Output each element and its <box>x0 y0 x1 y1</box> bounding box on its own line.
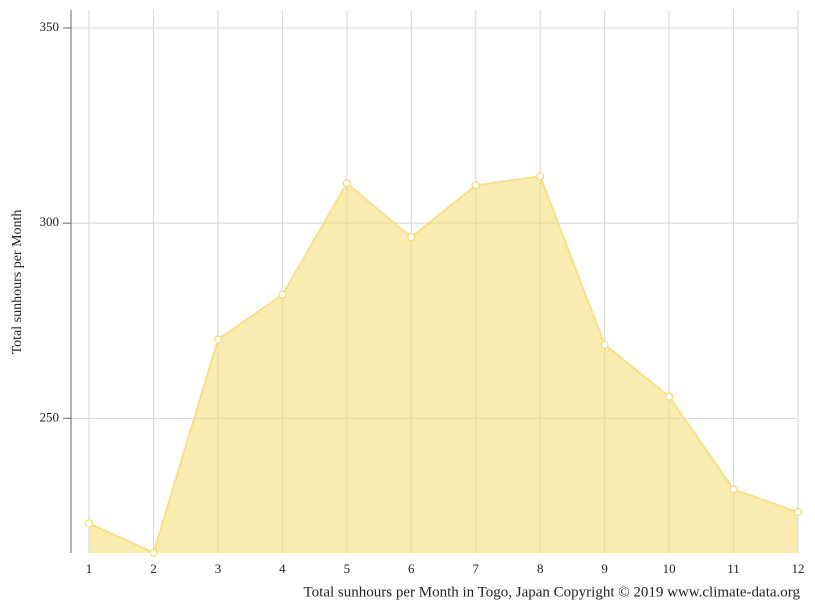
x-tick-label: 8 <box>537 561 544 576</box>
x-tick-label: 2 <box>150 561 157 576</box>
point <box>664 392 674 401</box>
line <box>88 175 799 554</box>
x-tick-label: 12 <box>792 561 805 576</box>
x-tick-label: 4 <box>279 561 286 576</box>
x-tick-label: 1 <box>86 561 93 576</box>
y-tick-label: 250 <box>40 409 60 424</box>
chart-title: Total sunhours per Month in Togo, Japan … <box>304 584 801 600</box>
area <box>89 176 799 553</box>
x-tick-label: 9 <box>601 561 608 576</box>
point <box>84 519 94 528</box>
point <box>793 507 803 517</box>
point <box>407 233 416 242</box>
x-tick-label: 3 <box>215 561 222 576</box>
point <box>600 340 609 349</box>
point <box>471 181 480 190</box>
point <box>729 485 738 494</box>
y-axis-label: Total sunhours per Month <box>10 210 25 355</box>
y-tick-label: 300 <box>40 214 60 229</box>
point <box>278 290 287 299</box>
x-tick-label: 10 <box>663 561 676 576</box>
point <box>342 179 351 188</box>
point <box>149 548 158 557</box>
x-tick-label: 11 <box>727 561 740 576</box>
point <box>536 172 545 181</box>
x-tick-label: 5 <box>344 561 351 576</box>
point <box>213 335 223 344</box>
y-tick-label: 350 <box>40 19 60 34</box>
x-tick-label: 7 <box>472 561 479 576</box>
x-tick-label: 6 <box>408 561 415 576</box>
